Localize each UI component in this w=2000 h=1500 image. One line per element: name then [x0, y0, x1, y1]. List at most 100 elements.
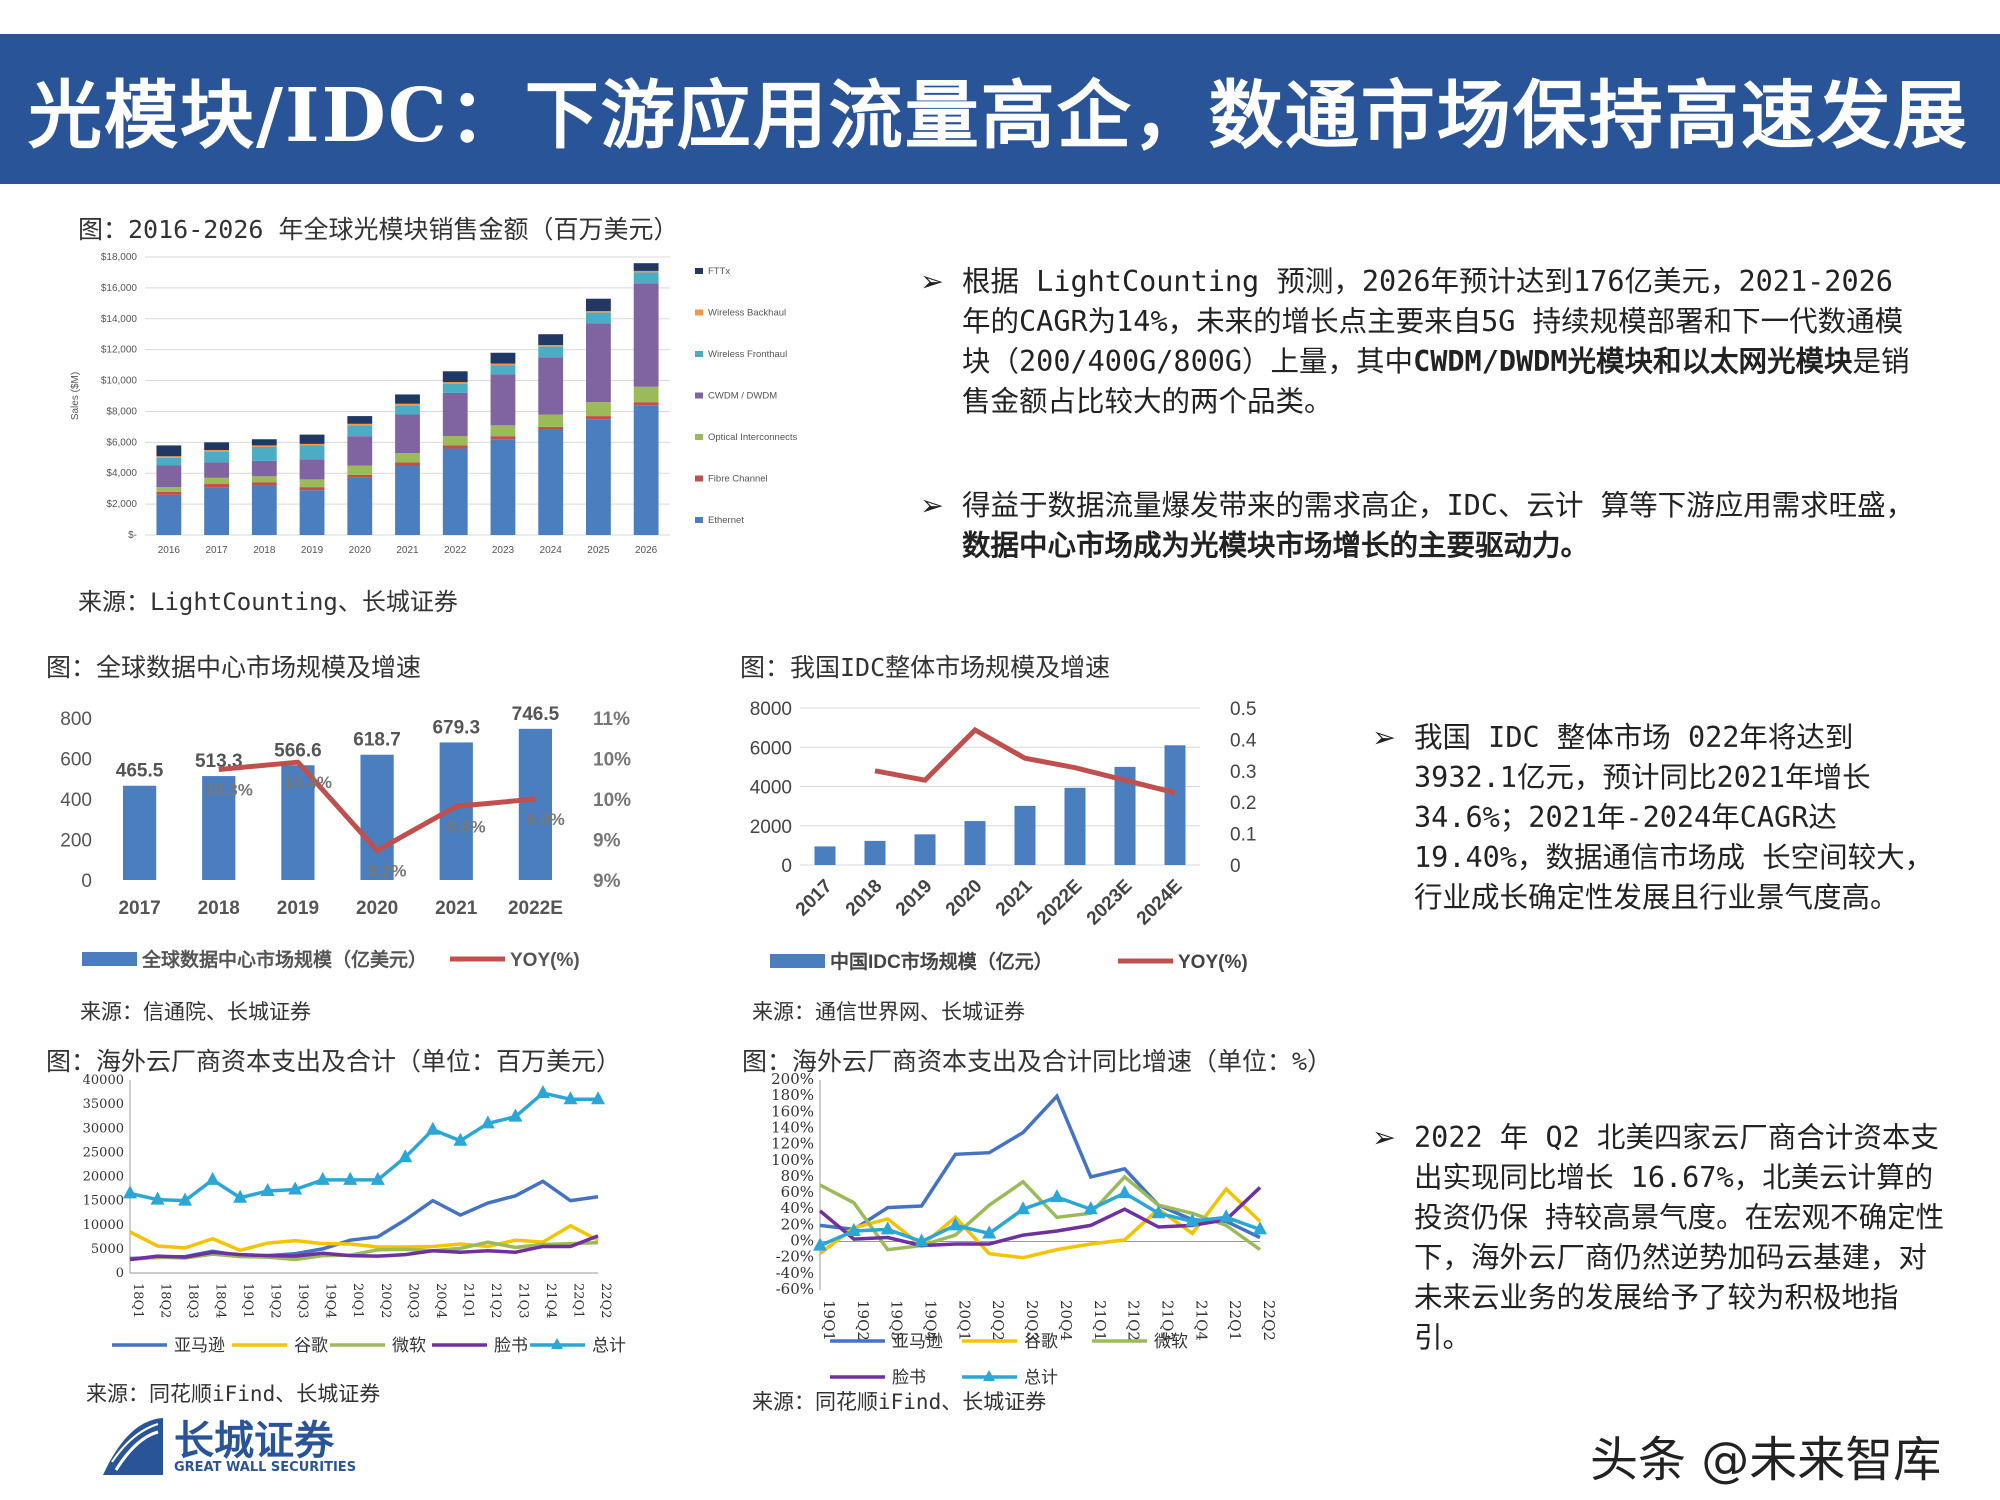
y-tick-label: 30000 — [83, 1121, 124, 1136]
x-tick-label: 2016 — [158, 545, 181, 556]
x-tick-label: 22Q2 — [1260, 1300, 1278, 1341]
legend-label: 微软 — [392, 1336, 426, 1356]
legend-label: 亚马逊 — [174, 1336, 225, 1356]
x-tick-label: 20Q3 — [405, 1283, 420, 1318]
bar-segment — [633, 402, 659, 406]
x-tick-label: 2025 — [587, 545, 610, 556]
bar-segment — [395, 453, 420, 463]
legend-label: 总计 — [592, 1336, 626, 1356]
series-line — [819, 1174, 1262, 1252]
bar-segment — [299, 490, 325, 535]
bar-segment — [442, 448, 468, 535]
y2-tick-label: 10% — [593, 750, 631, 771]
x-tick-label: 2023 — [492, 545, 515, 556]
series-marker — [535, 1085, 550, 1099]
legend-label: YOY(%) — [510, 950, 580, 971]
fig5-caption: 图：海外云厂商资本支出及合计同比增速（单位：%） — [742, 1047, 1333, 1076]
x-tick-label: 20Q1 — [955, 1300, 973, 1341]
legend-label: Wireless Fronthaul — [708, 349, 787, 360]
bar — [518, 728, 553, 880]
bar-segment — [586, 298, 611, 312]
series-marker — [1083, 1201, 1098, 1215]
bullet-4-text: 2022 年 Q2 北美四家云厂商合计资本支出实现同比增长 16.67%，北美云… — [1414, 1121, 1945, 1354]
y-tick-label: $8,000 — [106, 406, 137, 417]
y-tick-label: 80% — [781, 1167, 814, 1185]
bar-segment — [490, 374, 516, 426]
series-marker — [914, 1233, 929, 1247]
bullet-arrow-icon: ➢ — [1372, 721, 1396, 754]
bar-segment — [586, 312, 611, 324]
legend-label: 谷歌 — [294, 1336, 328, 1356]
bullet-arrow-icon: ➢ — [920, 489, 944, 522]
bar-segment — [204, 462, 229, 478]
fig2-caption: 图：全球数据中心市场规模及增速 — [46, 653, 422, 682]
series-marker — [315, 1171, 330, 1185]
x-tick-label: 2020 — [349, 545, 372, 556]
y-tick-label: 0 — [781, 856, 792, 877]
x-tick-label: 19Q2 — [268, 1283, 283, 1318]
series-line — [129, 1091, 598, 1203]
x-tick-label: 22Q1 — [570, 1283, 585, 1318]
bar-segment — [442, 383, 468, 393]
x-tick-label: 21Q2 — [1125, 1300, 1143, 1341]
x-tick-label: 20Q1 — [350, 1283, 365, 1318]
x-tick-label: 2017 — [205, 545, 228, 556]
y-tick-label: $2,000 — [106, 499, 137, 510]
series-marker — [288, 1181, 303, 1195]
bar-segment — [586, 419, 611, 535]
y2-tick-label: 0.2 — [1230, 793, 1256, 814]
watermark: 头条 @未来智库 — [1590, 1432, 1942, 1488]
y-tick-label: 0% — [790, 1232, 814, 1250]
bar — [864, 840, 886, 865]
x-tick-label: 2022E — [508, 898, 563, 919]
legend-swatch — [770, 954, 825, 968]
y2-tick-label: 0.1 — [1230, 825, 1256, 846]
legend-swatch — [82, 952, 137, 966]
x-tick-label: 21Q3 — [1158, 1300, 1176, 1341]
series-marker — [813, 1237, 827, 1251]
x-tick-label: 22Q1 — [1226, 1300, 1244, 1341]
bar — [914, 834, 936, 865]
x-tick-label: 20Q4 — [1057, 1300, 1075, 1341]
fig5-source: 来源：同花顺iFind、长城证券 — [752, 1390, 1047, 1414]
x-tick-label: 18Q2 — [158, 1283, 173, 1318]
x-tick-label: 18Q4 — [213, 1283, 228, 1318]
series-marker — [948, 1217, 963, 1231]
y-tick-label: 15000 — [83, 1194, 124, 1209]
series-marker — [260, 1182, 275, 1196]
legend-swatch — [695, 268, 703, 274]
series-marker — [1117, 1185, 1132, 1199]
bar-segment — [251, 446, 277, 461]
optical-module-sales-chart: $- $2,000 $4,000 $6,000 $8,000 $10,000 $12,000… — [70, 252, 797, 556]
bar-segment — [204, 451, 229, 463]
bar-segment — [633, 263, 659, 271]
bar-segment — [299, 434, 325, 444]
bullet-1-text: 根据 LightCounting 预测，2026年预计达到176亿美元，2021… — [962, 265, 1904, 378]
x-tick-label: 2019 — [892, 876, 937, 921]
series-marker — [233, 1189, 248, 1203]
x-tick-label: 20Q4 — [433, 1283, 448, 1318]
bar-value-label: 618.7 — [353, 730, 401, 751]
bar — [202, 776, 236, 880]
bar-segment — [299, 443, 325, 446]
bar-segment — [490, 365, 516, 375]
x-tick-label: 2020 — [942, 876, 987, 921]
y-tick-label: 2000 — [750, 817, 792, 838]
bar-segment — [395, 394, 420, 404]
legend-label: 微软 — [1154, 1332, 1188, 1352]
bar — [281, 765, 315, 880]
y-tick-label: $6,000 — [106, 437, 137, 448]
legend-label: YOY(%) — [1178, 952, 1248, 973]
series-marker — [123, 1185, 137, 1199]
x-tick-label: 20Q3 — [1023, 1300, 1041, 1341]
bullet-3-text: 我国 IDC 整体市场 022年将达到3932.1亿元，预计同比2021年增长3… — [1414, 721, 1934, 914]
bar-value-label: 746.5 — [512, 704, 560, 725]
y-tick-label: $- — [128, 530, 137, 541]
x-tick-label: 20Q2 — [378, 1283, 393, 1318]
bar-segment — [633, 386, 659, 403]
logo-name-en: GREAT WALL SECURITIES — [174, 1460, 357, 1475]
bar-segment — [156, 465, 182, 488]
legend-label: Wireless Backhaul — [708, 308, 786, 319]
bar-segment — [538, 429, 564, 535]
overseas-cloud-capex-yoy-chart: -60%-40%-20%0%20%40%60%80%100%120%140%16… — [771, 1070, 1278, 1388]
